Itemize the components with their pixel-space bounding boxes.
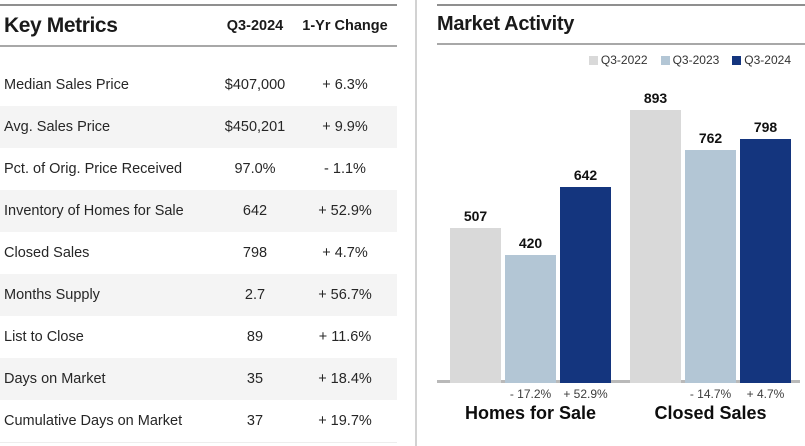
bar-column: 762 <box>685 130 736 383</box>
table-row: Days on Market 35 + 18.4% <box>0 358 397 400</box>
metric-label: Median Sales Price <box>4 77 129 93</box>
market-activity-panel: Market Activity Q3-2022 Q3-2023 Q3-2024 50… <box>437 4 805 446</box>
key-metrics-rows: Median Sales Price $407,000 + 6.3% Avg. … <box>0 64 397 443</box>
bar-q3-2022 <box>630 110 681 383</box>
metric-value: 798 <box>242 245 268 261</box>
bar-value-label: 420 <box>518 235 543 251</box>
metric-label: Avg. Sales Price <box>4 119 111 135</box>
metric-change: + 18.4% <box>318 371 372 387</box>
metric-value: 642 <box>242 203 268 219</box>
bar-group-homes-for-sale: 507 420 642 <box>450 167 611 383</box>
metric-label: Cumulative Days on Market <box>4 413 183 429</box>
legend-swatch-icon <box>588 55 598 65</box>
table-row: Closed Sales 798 + 4.7% <box>0 232 397 274</box>
metric-label: Pct. of Orig. Price Received <box>4 161 183 177</box>
metric-label: Days on Market <box>4 371 106 387</box>
pct-change-label <box>450 387 501 401</box>
key-metrics-title: Key Metrics <box>4 13 118 37</box>
metric-value: $407,000 <box>224 77 286 93</box>
table-row: Inventory of Homes for Sale 642 + 52.9% <box>0 190 397 232</box>
metric-change: + 6.3% <box>322 77 368 93</box>
pct-change-label: - 17.2% <box>509 387 552 401</box>
bar-q3-2024 <box>740 139 791 383</box>
bar-column: 642 <box>560 167 611 383</box>
bar-value-label: 762 <box>698 130 723 146</box>
key-metrics-header: Key Metrics Q3-2024 1-Yr Change <box>0 4 397 47</box>
category-label: Homes for Sale <box>464 403 597 423</box>
legend-swatch-icon <box>660 55 670 65</box>
bar-column: 798 <box>740 119 791 383</box>
bar-q3-2023 <box>685 150 736 383</box>
bar-group-closed-sales: 893 762 798 <box>630 90 791 383</box>
pct-change-label <box>630 387 681 401</box>
pct-change-label: + 52.9% <box>563 387 608 401</box>
legend-label: Q3-2024 <box>744 53 791 67</box>
metric-change: + 11.6% <box>318 329 372 345</box>
panel-divider <box>415 0 417 446</box>
legend-swatch-icon <box>732 55 742 65</box>
metric-change: - 1.1% <box>324 161 366 177</box>
metric-change: + 19.7% <box>318 413 372 429</box>
bar-q3-2022 <box>450 228 501 383</box>
table-row: Avg. Sales Price $450,201 + 9.9% <box>0 106 397 148</box>
x-axis-line <box>437 380 800 383</box>
legend-item: Q3-2024 <box>732 53 791 67</box>
metric-label: Closed Sales <box>4 245 90 261</box>
bar-column: 420 <box>505 235 556 383</box>
market-activity-header: Market Activity <box>437 4 805 45</box>
metric-value: 35 <box>246 371 264 387</box>
legend-item: Q3-2022 <box>588 53 648 67</box>
metric-value: 89 <box>246 329 264 345</box>
legend-label: Q3-2023 <box>672 53 720 67</box>
bar-value-label: 798 <box>753 119 778 135</box>
metric-change: + 52.9% <box>318 203 372 219</box>
legend-item: Q3-2023 <box>660 53 720 67</box>
table-row: Cumulative Days on Market 37 + 19.7% <box>0 400 397 442</box>
chart-legend: Q3-2022 Q3-2023 Q3-2024 <box>588 53 791 67</box>
metric-label: Months Supply <box>4 287 100 303</box>
metric-change: + 9.9% <box>322 119 368 135</box>
metric-value: 37 <box>246 413 264 429</box>
metric-change: + 4.7% <box>322 245 368 261</box>
metric-label: Inventory of Homes for Sale <box>4 203 184 219</box>
metric-change: + 56.7% <box>318 287 372 303</box>
bar-q3-2024 <box>560 187 611 383</box>
table-row: Months Supply 2.7 + 56.7% <box>0 274 397 316</box>
bar-value-label: 507 <box>463 208 488 224</box>
pct-change-row-homes-for-sale: - 17.2% + 52.9% <box>450 387 611 401</box>
metric-value: 2.7 <box>244 287 266 303</box>
pct-change-label: + 4.7% <box>746 387 785 401</box>
bar-column: 893 <box>630 90 681 383</box>
column-header-change: 1-Yr Change <box>302 17 388 34</box>
bar-q3-2023 <box>505 255 556 383</box>
column-header-quarter: Q3-2024 <box>226 17 284 34</box>
market-activity-title: Market Activity <box>437 13 575 35</box>
table-row: Pct. of Orig. Price Received 97.0% - 1.1… <box>0 148 397 190</box>
bar-column: 507 <box>450 208 501 383</box>
bar-value-label: 893 <box>643 90 668 106</box>
key-metrics-panel: Key Metrics Q3-2024 1-Yr Change Median S… <box>0 4 397 443</box>
category-label: Closed Sales <box>654 403 767 423</box>
metric-value: $450,201 <box>224 119 286 135</box>
table-row: List to Close 89 + 11.6% <box>0 316 397 358</box>
pct-change-row-closed-sales: - 14.7% + 4.7% <box>630 387 791 401</box>
table-row: Median Sales Price $407,000 + 6.3% <box>0 64 397 106</box>
bar-value-label: 642 <box>573 167 598 183</box>
pct-change-label: - 14.7% <box>689 387 732 401</box>
metric-label: List to Close <box>4 329 84 345</box>
metric-value: 97.0% <box>234 161 276 177</box>
legend-label: Q3-2022 <box>600 53 648 67</box>
